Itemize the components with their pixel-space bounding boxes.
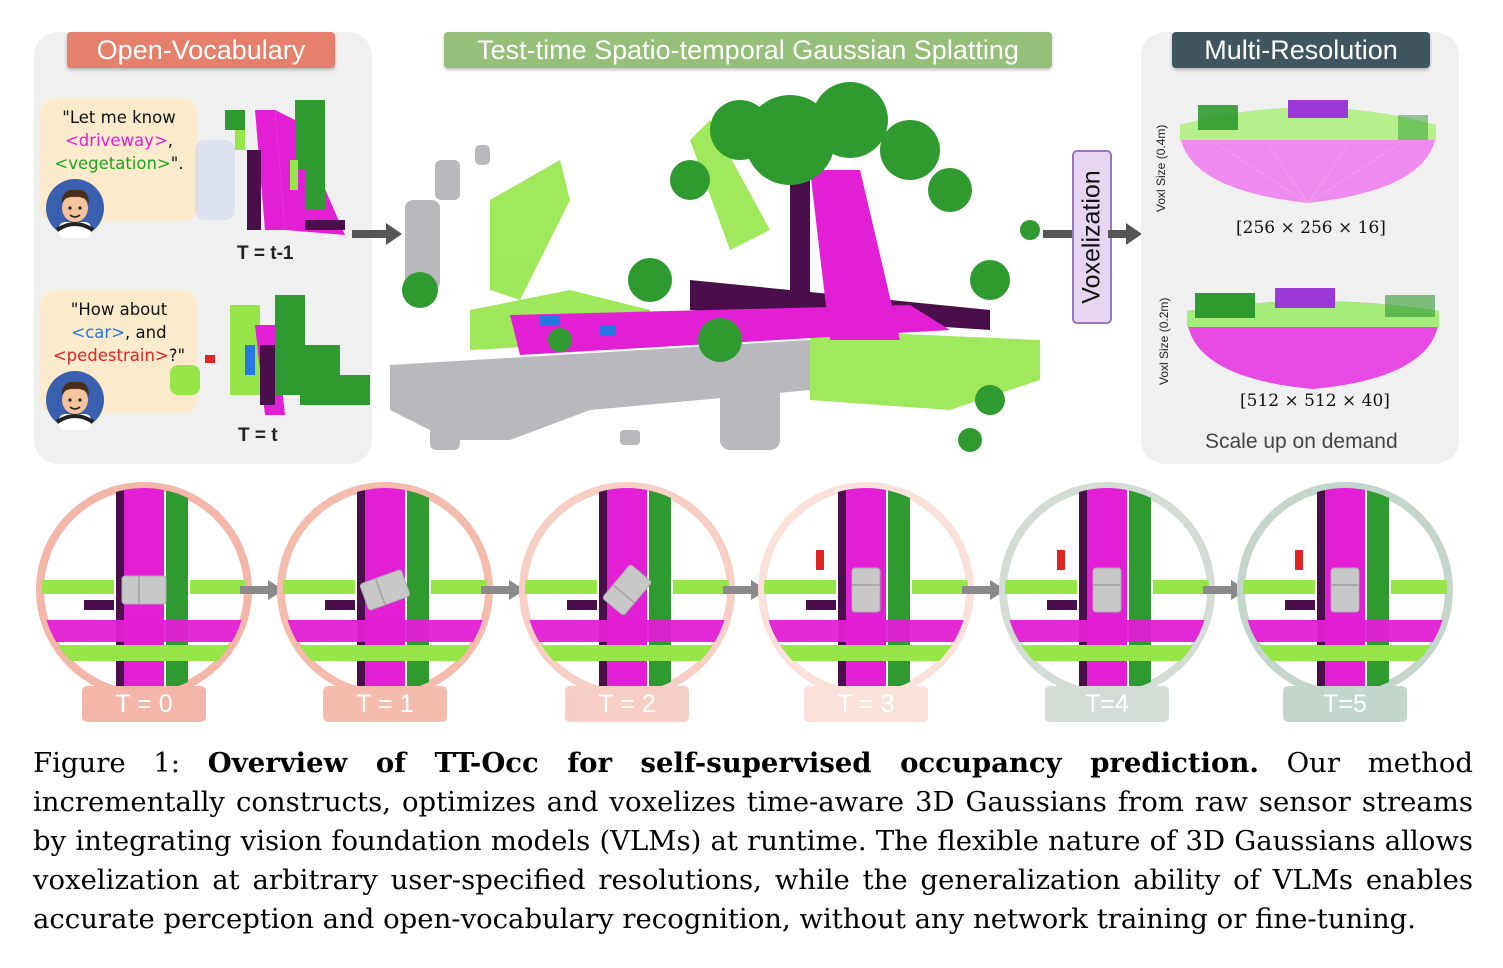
arrow-right-icon: [1203, 580, 1247, 600]
arrow-right-icon: [481, 580, 525, 600]
caption-body: Our method incrementally constructs, opt…: [33, 747, 1473, 935]
arrow-right-icon: [240, 580, 284, 600]
voxelization-box: Voxelization: [1072, 150, 1112, 324]
arrow-right-icon: [1108, 223, 1142, 245]
timestep-4-label: T=4: [1045, 686, 1169, 722]
timestep-1-occupancy-view: [277, 482, 493, 698]
figure-caption: Figure 1: Overview of TT-Occ for self-su…: [33, 744, 1473, 939]
timestep-0-occupancy-view: [36, 482, 252, 698]
scale-up-label: Scale up on demand: [1205, 430, 1398, 453]
driver-avatar-icon: [46, 179, 104, 238]
query1-sep: ,: [167, 131, 174, 150]
query1-keyword-vegetation: <vegetation>: [54, 154, 171, 173]
center-title: Test-time Spatio-temporal Gaussian Splat…: [444, 32, 1052, 68]
query1-line3: <vegetation>".: [40, 152, 198, 175]
caption-bold-title: Overview of TT-Occ for self-supervised o…: [207, 747, 1259, 779]
query1-keyword-driveway: <driveway>: [64, 131, 168, 150]
query1-end: ".: [170, 154, 184, 173]
arrow-right-icon: [723, 580, 767, 600]
query2-end: ?": [168, 346, 186, 365]
timestep-3-label: T = 3: [804, 686, 928, 722]
query2-mid: , and: [125, 323, 167, 342]
time-label-t-minus-1: T = t-1: [237, 243, 294, 264]
open-vocabulary-title: Open-Vocabulary: [67, 32, 335, 68]
arrow-right-icon: [352, 223, 402, 245]
multi-resolution-title: Multi-Resolution: [1172, 32, 1430, 68]
query2-keyword-car: <car>: [71, 323, 126, 342]
occupancy-thumbnail-t-minus-1: [195, 100, 345, 235]
timestep-5-label: T=5: [1283, 686, 1407, 722]
query2-line1: "How about: [70, 300, 168, 319]
coarse-voxel-grid: [1180, 100, 1436, 204]
time-label-t: T = t: [238, 425, 278, 446]
gaussian-splatting-scene: [390, 82, 1040, 452]
arrow-right-icon: [1043, 230, 1073, 238]
fine-voxel-size-label: Voxl Size (0.2m): [1157, 297, 1171, 385]
query1-line1: "Let me know: [62, 108, 176, 127]
coarse-voxel-size-label: Voxl Size (0.4m): [1154, 124, 1168, 212]
caption-prefix: Figure 1:: [33, 747, 208, 779]
query2-line3: <pedestrain>?": [40, 344, 198, 367]
query2-line2: <car>, and: [40, 321, 198, 344]
timestep-5-occupancy-view: [1237, 482, 1453, 698]
timestep-0-label: T = 0: [82, 686, 206, 722]
timestep-3-occupancy-view: [758, 482, 974, 698]
query2-keyword-pedestrain: <pedestrain>: [52, 346, 169, 365]
driver-avatar-icon: [46, 371, 104, 430]
timestep-2-label: T = 2: [565, 686, 689, 722]
timestep-2-occupancy-view: [519, 482, 735, 698]
occupancy-thumbnail-t: [170, 295, 370, 415]
query1-line2: <driveway>,: [40, 129, 198, 152]
timestep-1-label: T = 1: [323, 686, 447, 722]
fine-resolution: [512 × 512 × 40]: [1240, 391, 1390, 411]
arrow-right-icon: [962, 580, 1006, 600]
timestep-4-occupancy-view: [999, 482, 1215, 698]
fine-voxel-grid: [1187, 288, 1439, 389]
coarse-resolution: [256 × 256 × 16]: [1236, 218, 1386, 238]
voxelization-label: Voxelization: [1077, 170, 1106, 304]
